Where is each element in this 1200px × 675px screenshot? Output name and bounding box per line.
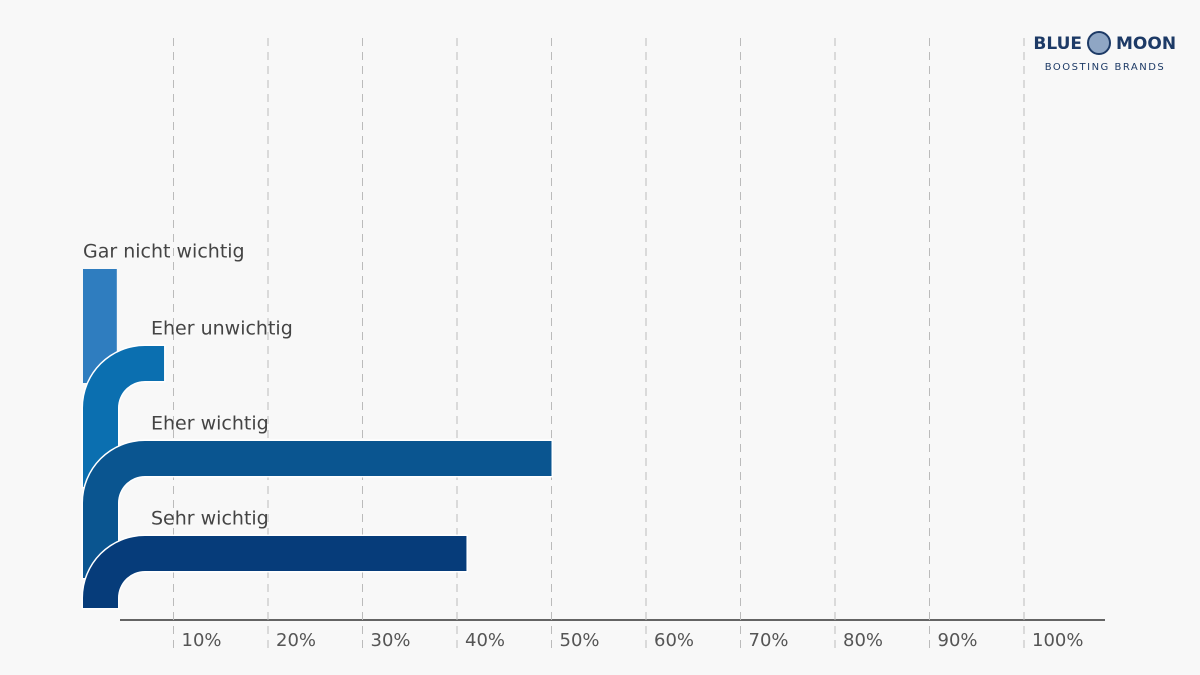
- bar-label: Eher unwichtig: [151, 318, 293, 340]
- logo-icon: [1087, 31, 1111, 55]
- bar-label: Sehr wichtig: [151, 508, 269, 530]
- logo-right: MOON: [1116, 34, 1176, 54]
- x-tick-label: 80%: [843, 630, 883, 651]
- x-tick-label: 100%: [1032, 630, 1083, 651]
- logo: BLUE MOON BOOSTING BRANDS: [1033, 31, 1176, 73]
- x-tick-label: 60%: [654, 630, 694, 651]
- bar-label: Eher wichtig: [151, 413, 269, 435]
- x-tick-label: 40%: [465, 630, 505, 651]
- bar-label: Gar nicht wichtig: [83, 241, 245, 263]
- bar: [81, 344, 166, 489]
- x-tick-label: 30%: [371, 630, 411, 651]
- x-tick-label: 90%: [938, 630, 978, 651]
- logo-tagline: BOOSTING BRANDS: [1045, 62, 1166, 73]
- x-tick-label: 70%: [749, 630, 789, 651]
- x-tick-label: 50%: [560, 630, 600, 651]
- x-tick-label: 10%: [182, 630, 222, 651]
- bar: [81, 534, 468, 610]
- bar: [81, 439, 553, 580]
- x-tick-label: 20%: [276, 630, 316, 651]
- logo-left: BLUE: [1033, 34, 1082, 54]
